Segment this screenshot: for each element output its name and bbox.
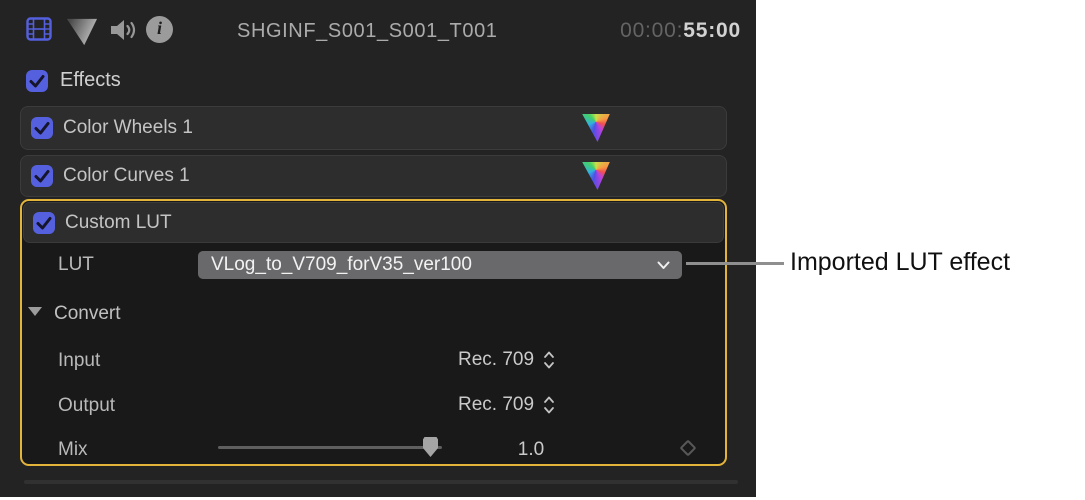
film-strip-icon <box>26 17 52 41</box>
effect-row-color-curves[interactable]: Color Curves 1 <box>20 155 727 197</box>
lut-dropdown-value: VLog_to_V709_forV35_ver100 <box>211 254 472 275</box>
timecode-seconds-frames: 55:00 <box>683 19 741 42</box>
color-curves-checkbox[interactable] <box>31 165 53 187</box>
input-colorspace-value: Rec. 709 <box>458 349 535 370</box>
lut-param-label: LUT <box>58 254 94 275</box>
input-param-label: Input <box>58 350 101 371</box>
section-divider <box>24 480 738 484</box>
lut-dropdown[interactable]: VLog_to_V709_forV35_ver100 <box>198 251 682 279</box>
effect-row-label: Color Curves 1 <box>63 165 190 186</box>
callout-label: Imported LUT effect <box>790 248 1011 276</box>
video-inspector-tab-icon[interactable] <box>26 15 52 43</box>
audio-inspector-tab-icon[interactable] <box>108 17 138 43</box>
output-colorspace-popup[interactable]: Rec. 709 <box>458 393 555 417</box>
output-param-label: Output <box>58 395 116 416</box>
input-colorspace-popup[interactable]: Rec. 709 <box>458 348 555 372</box>
video-inspector-panel: i SHGINF_S001_S001_T001 00:00:55:00 Effe… <box>0 0 756 497</box>
up-down-chevrons-icon <box>544 351 554 369</box>
custom-lut-section-highlight <box>20 199 727 466</box>
mix-param-label: Mix <box>58 439 88 460</box>
effect-row-color-wheels[interactable]: Color Wheels 1 <box>20 106 727 150</box>
color-gamut-triangle-icon <box>582 114 610 142</box>
chevron-down-icon <box>657 261 670 269</box>
info-icon: i <box>156 18 162 38</box>
timecode-hours-minutes: 00:00: <box>620 19 684 42</box>
clip-title: SHGINF_S001_S001_T001 <box>237 20 498 42</box>
effect-row-custom-lut[interactable]: Custom LUT <box>23 202 724 243</box>
callout-connector-line <box>686 262 784 265</box>
checkmark-icon <box>36 216 52 229</box>
timecode-display: 00:00:55:00 <box>620 19 741 43</box>
checkmark-icon <box>34 122 50 135</box>
convert-group-label[interactable]: Convert <box>54 303 121 324</box>
speaker-icon <box>111 20 136 40</box>
color-inspector-tab-icon[interactable] <box>66 18 98 46</box>
mix-slider-thumb[interactable] <box>423 437 438 457</box>
effects-section-label: Effects <box>60 69 121 91</box>
color-gamut-triangle-icon <box>582 162 610 190</box>
effect-row-label: Color Wheels 1 <box>63 117 193 138</box>
effect-row-label: Custom LUT <box>65 211 172 233</box>
custom-lut-checkbox[interactable] <box>33 211 55 234</box>
checkmark-icon <box>29 74 45 87</box>
effects-section-header: Effects <box>26 69 121 92</box>
convert-disclosure-triangle-icon[interactable] <box>28 307 42 316</box>
output-colorspace-value: Rec. 709 <box>458 394 535 415</box>
color-wheels-checkbox[interactable] <box>31 117 53 139</box>
checkmark-icon <box>34 170 50 183</box>
mix-slider-track[interactable] <box>218 446 442 449</box>
effects-checkbox[interactable] <box>26 69 48 92</box>
mix-value-field[interactable]: 1.0 <box>517 439 545 460</box>
info-inspector-tab-icon[interactable]: i <box>146 16 173 43</box>
up-down-chevrons-icon <box>544 396 554 414</box>
